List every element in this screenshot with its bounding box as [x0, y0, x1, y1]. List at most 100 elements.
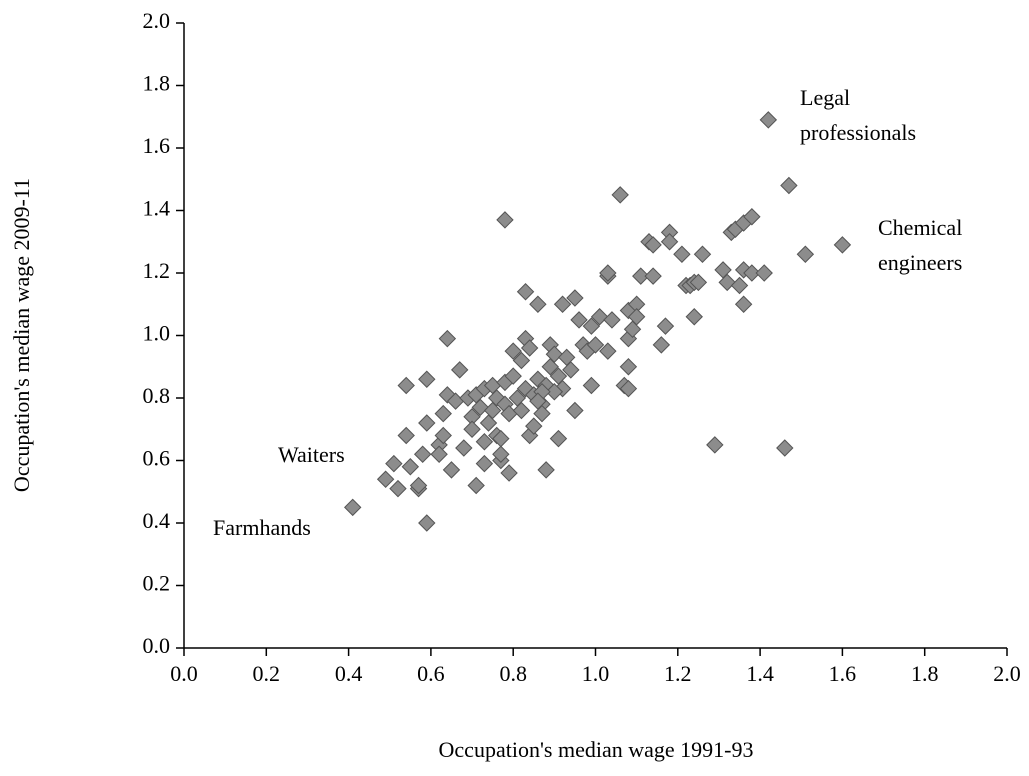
point — [689, 273, 708, 292]
x-tick-label: 1.2 — [664, 661, 692, 686]
point — [566, 401, 584, 420]
point — [743, 264, 761, 282]
point — [385, 454, 403, 473]
point — [344, 498, 362, 517]
point — [418, 414, 436, 432]
point — [500, 464, 518, 482]
point — [693, 245, 712, 263]
point — [525, 417, 543, 435]
point — [413, 445, 432, 463]
x-tick-label: 0.2 — [253, 661, 281, 686]
point — [496, 211, 514, 229]
point — [619, 358, 638, 376]
point — [389, 479, 407, 498]
point — [471, 398, 489, 417]
point — [529, 295, 547, 313]
point — [537, 461, 555, 479]
point — [566, 289, 584, 307]
point — [545, 345, 564, 363]
point — [492, 445, 510, 463]
point — [434, 426, 452, 445]
point — [611, 186, 629, 204]
point — [590, 308, 609, 326]
point — [442, 461, 461, 479]
annotation: Legal — [800, 85, 850, 110]
x-tick-label: 0.4 — [335, 661, 363, 686]
y-tick-label: 1.2 — [143, 258, 171, 283]
annotation: professionals — [800, 120, 916, 145]
point — [409, 476, 428, 495]
point — [434, 404, 452, 423]
point — [582, 317, 601, 335]
point — [562, 361, 580, 379]
point — [529, 392, 547, 410]
point — [450, 361, 469, 379]
x-tick-label: 0.6 — [417, 661, 445, 686]
point — [512, 401, 531, 420]
point — [430, 445, 448, 463]
point — [467, 476, 485, 495]
x-tick-label: 1.8 — [911, 661, 939, 686]
y-tick-label: 1.4 — [143, 196, 171, 221]
point — [780, 176, 798, 195]
point — [652, 336, 671, 354]
point — [776, 439, 794, 457]
point — [706, 436, 724, 454]
point — [504, 367, 522, 385]
x-tick-label: 0.8 — [499, 661, 527, 686]
point — [570, 311, 588, 329]
point — [660, 233, 679, 251]
x-tick-label: 1.4 — [746, 661, 774, 686]
point — [492, 429, 510, 448]
point — [734, 295, 753, 313]
point — [759, 111, 778, 129]
y-axis-label: Occupation's median wage 2009-11 — [9, 178, 34, 492]
point — [475, 433, 494, 451]
point — [685, 308, 703, 326]
y-tick-label: 1.6 — [143, 133, 171, 158]
y-tick-label: 0.4 — [143, 508, 171, 533]
point — [603, 311, 621, 329]
point — [599, 264, 617, 282]
y-tick-label: 1.8 — [143, 71, 171, 96]
point — [553, 295, 572, 313]
y-tick-label: 2.0 — [143, 8, 171, 33]
point — [504, 342, 522, 360]
point — [586, 336, 605, 354]
point — [463, 420, 481, 438]
point — [475, 454, 494, 473]
x-axis-label: Occupation's median wage 1991-93 — [439, 737, 754, 762]
y-tick-label: 0.2 — [143, 571, 171, 596]
point — [516, 283, 535, 301]
y-tick-label: 0.8 — [143, 383, 171, 408]
x-tick-label: 1.6 — [829, 661, 857, 686]
point — [755, 264, 773, 282]
point — [582, 376, 601, 395]
annotation: Waiters — [278, 442, 345, 467]
point — [718, 273, 736, 292]
point — [397, 426, 415, 445]
point — [833, 236, 852, 254]
point — [397, 376, 415, 395]
annotation: engineers — [878, 250, 962, 275]
point — [438, 329, 457, 348]
x-tick-label: 2.0 — [993, 661, 1021, 686]
point — [418, 514, 436, 532]
point — [673, 245, 691, 263]
point — [545, 383, 564, 401]
point — [418, 370, 436, 388]
point — [632, 267, 650, 285]
point — [730, 276, 749, 295]
point — [599, 342, 617, 360]
point — [743, 208, 761, 226]
y-tick-label: 1.0 — [143, 321, 171, 346]
point — [512, 351, 531, 370]
y-tick-label: 0.0 — [143, 633, 171, 658]
y-tick-label: 0.6 — [143, 446, 171, 471]
point — [549, 429, 568, 448]
annotation: Chemical — [878, 215, 962, 240]
point — [796, 245, 815, 263]
annotation: Farmhands — [213, 515, 311, 540]
point — [376, 470, 395, 488]
